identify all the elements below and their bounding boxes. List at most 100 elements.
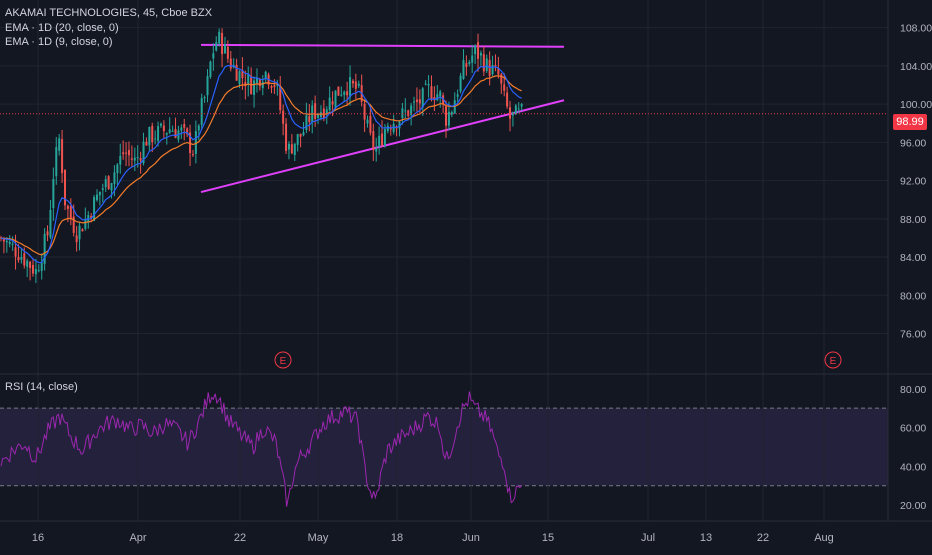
candle-body: [119, 155, 122, 165]
candle-body: [439, 91, 442, 97]
x-tick-label: Apr: [129, 532, 146, 544]
candle-body: [459, 75, 462, 92]
candle-body: [26, 260, 29, 267]
earnings-marker[interactable]: [824, 351, 842, 369]
candle-body: [389, 128, 392, 130]
candle-body: [43, 233, 46, 264]
candle-body: [383, 129, 386, 146]
candle-body: [436, 94, 439, 101]
candle-body: [270, 86, 273, 88]
candle-body: [2, 238, 5, 242]
candle-body: [29, 261, 32, 268]
candle-body: [14, 247, 17, 257]
rsi-line: [0, 391, 522, 507]
ema-20-line: [0, 75, 522, 256]
candle-body: [509, 107, 512, 119]
candle-body: [159, 123, 162, 126]
candle-body: [337, 86, 340, 96]
candle-body: [61, 139, 64, 174]
candle-body: [8, 241, 11, 245]
candle-body: [375, 148, 378, 152]
candle-body: [381, 133, 384, 146]
y-tick-label: 80.00: [900, 290, 926, 302]
candle-body: [386, 125, 389, 132]
candle-body: [445, 106, 448, 126]
candle-body: [511, 112, 514, 116]
candle-body: [244, 81, 247, 87]
candle-body: [517, 108, 520, 110]
trendline-resistance[interactable]: [200, 43, 565, 48]
candle-body: [282, 110, 285, 124]
candle-body: [136, 157, 139, 159]
candle-body: [349, 77, 352, 97]
ema-20-legend[interactable]: EMA · 1D (20, close, 0): [5, 21, 119, 34]
candle-body: [331, 101, 334, 105]
candle-body: [23, 253, 26, 266]
candle-body: [424, 83, 427, 85]
candle-body: [314, 103, 317, 119]
candle-body: [168, 129, 171, 133]
candle-body: [485, 58, 488, 71]
candle-body: [369, 115, 372, 133]
candle-body: [206, 76, 209, 96]
candle-body: [354, 81, 357, 89]
candle-body: [183, 124, 186, 128]
candle-body: [238, 71, 241, 84]
y-tick-label: 96.00: [900, 137, 926, 149]
candle-body: [494, 65, 497, 67]
candle-body: [37, 270, 40, 272]
candle-body: [145, 141, 148, 146]
candle-body: [410, 105, 413, 115]
candle-body: [322, 108, 325, 118]
candle-body: [427, 83, 430, 86]
candle-body: [343, 91, 346, 95]
rsi-band-group: [0, 407, 888, 487]
candle-body: [418, 99, 421, 104]
candle-body: [421, 88, 424, 108]
last-price-badge: 98.99: [893, 114, 927, 130]
candle-body: [116, 164, 119, 173]
candle-body: [127, 150, 130, 156]
candle-body: [139, 158, 142, 161]
candle-body: [372, 131, 375, 151]
candle-body: [212, 53, 215, 59]
y-tick-label: 76.00: [900, 329, 926, 341]
candle-body: [186, 128, 189, 135]
candle-body: [104, 179, 107, 188]
x-tick-label: 18: [391, 532, 403, 544]
candle-body: [305, 115, 308, 130]
chart-title[interactable]: AKAMAI TECHNOLOGIES, 45, Cboe BZX: [5, 7, 213, 19]
rsi-group: [0, 391, 522, 507]
candle-body: [122, 152, 125, 155]
candle-body: [72, 216, 75, 233]
candle-body: [174, 129, 177, 138]
rsi-y-tick-label: 60.00: [900, 423, 926, 435]
candle-body: [5, 240, 8, 243]
candle-body: [279, 86, 282, 111]
earnings-marker[interactable]: [274, 351, 292, 369]
candle-body: [34, 269, 37, 275]
x-tick-label: 13: [700, 532, 712, 544]
candle-body: [194, 131, 197, 154]
candle-body: [328, 97, 331, 111]
rsi-legend[interactable]: RSI (14, close): [5, 381, 78, 393]
ema-9-legend[interactable]: EMA · 1D (9, close, 0): [5, 36, 113, 48]
x-tick-label: 16: [32, 532, 44, 544]
candle-body: [133, 157, 136, 161]
candle-body: [223, 44, 226, 54]
x-tick-label: Jun: [462, 532, 480, 544]
candle-body: [191, 154, 194, 156]
candle-body: [482, 54, 485, 72]
candle-body: [203, 97, 206, 99]
candle-body: [503, 84, 506, 91]
candle-body: [63, 169, 66, 206]
candle-body: [317, 114, 320, 118]
candle-body: [98, 191, 101, 196]
x-tick-label: Jul: [641, 532, 655, 544]
candle-body: [453, 100, 456, 114]
candle-body: [465, 63, 468, 68]
candle-body: [165, 133, 168, 135]
candle-body: [31, 265, 34, 274]
